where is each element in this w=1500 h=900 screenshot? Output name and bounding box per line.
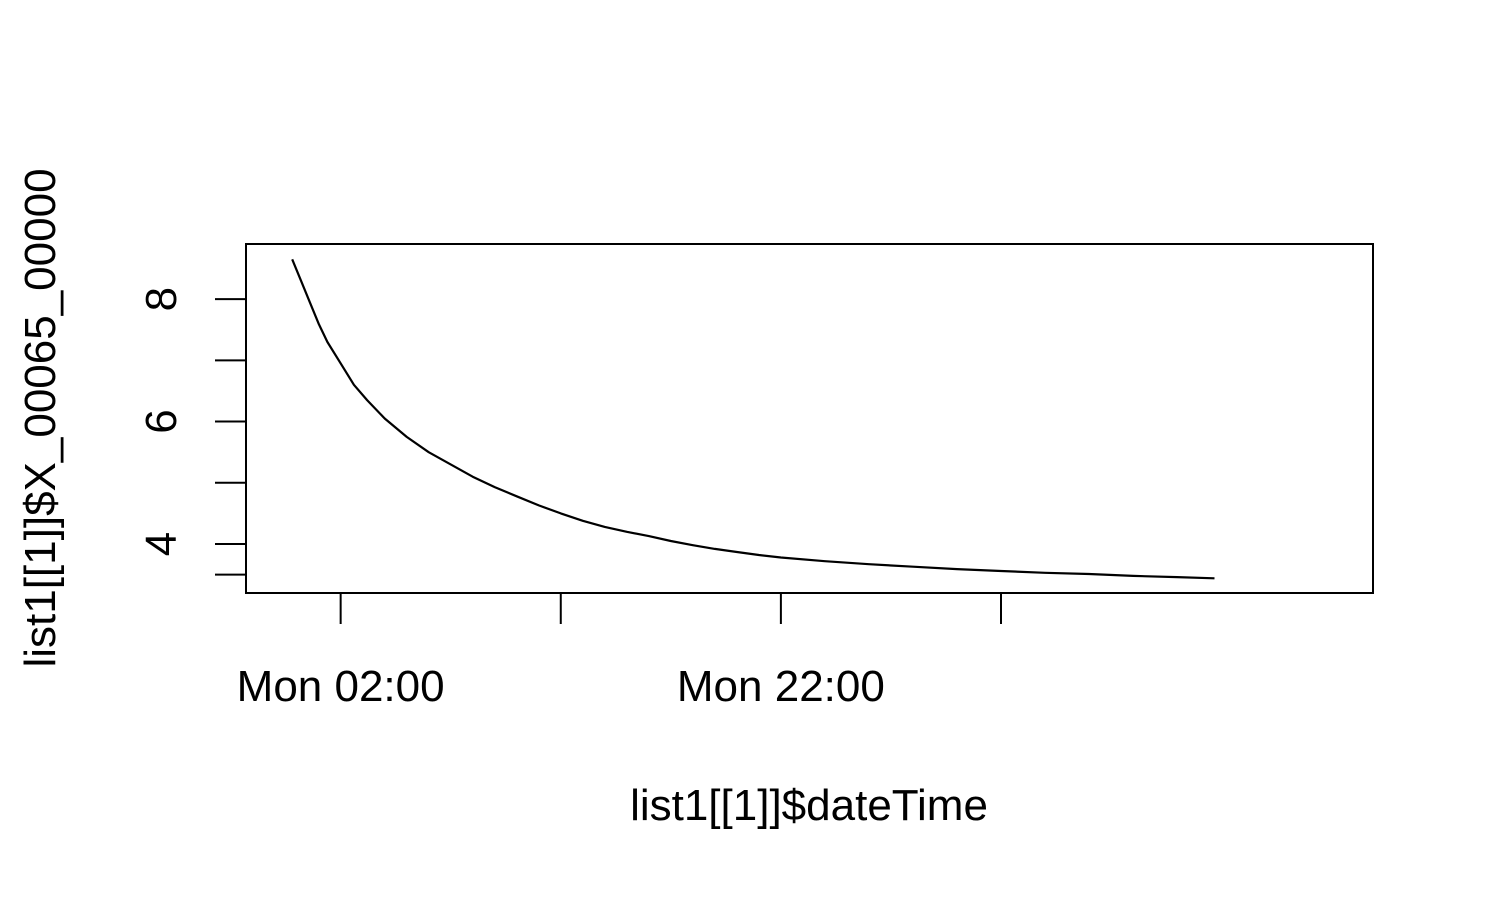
y-tick-label-5: 8 bbox=[137, 287, 186, 311]
series-layer bbox=[291, 258, 1215, 580]
x-axis-label: list1[[1]]$dateTime bbox=[630, 781, 988, 830]
x-tick-label-2: Mon 22:00 bbox=[677, 662, 885, 711]
plot-frame bbox=[245, 243, 1374, 594]
series-line-0 bbox=[291, 258, 1215, 580]
y-axis: 4 6 8 bbox=[137, 287, 246, 576]
x-axis: Mon 02:00 Mon 22:00 bbox=[237, 593, 1003, 711]
y-tick-label-1: 4 bbox=[137, 532, 186, 556]
x-tick-label-0: Mon 02:00 bbox=[237, 662, 445, 711]
y-tick-label-3: 6 bbox=[137, 409, 186, 433]
y-axis-label: list1[[1]]$X_00065_00000 bbox=[16, 168, 65, 667]
